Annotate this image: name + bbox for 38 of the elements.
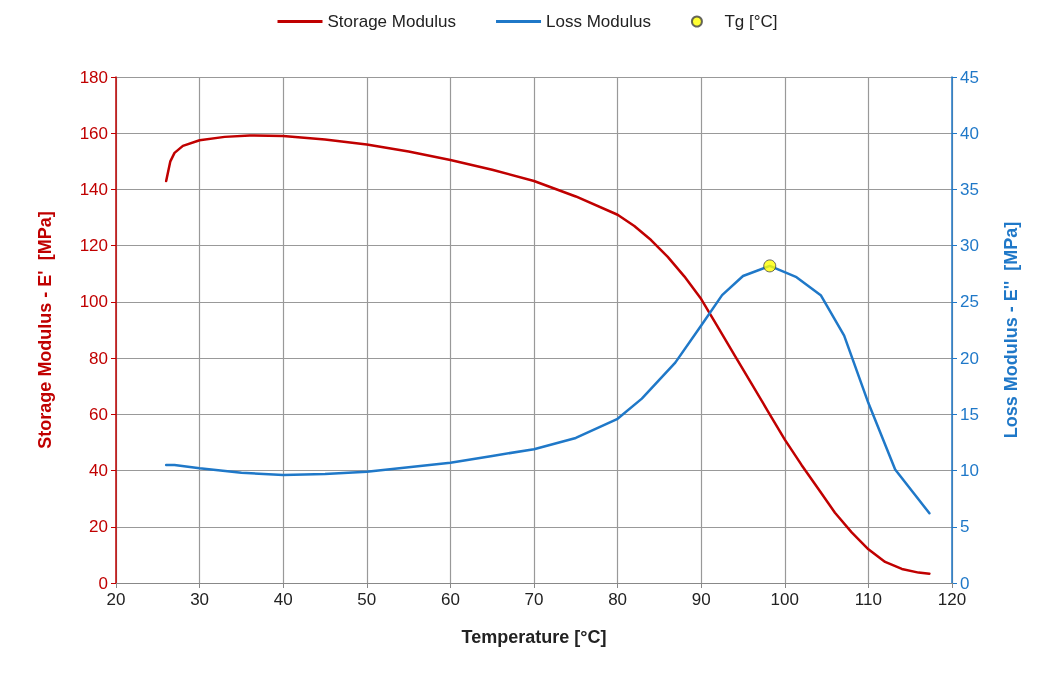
y-tick-label: 0: [98, 573, 108, 593]
x-tick-label: 100: [770, 590, 799, 609]
y2-tick-label: 10: [960, 461, 979, 481]
x-tick-label: 30: [190, 590, 210, 609]
y2-tick-label: 5: [960, 517, 970, 537]
x-tick-label: 70: [524, 590, 544, 609]
y2-axis-title: Loss Modulus - E'' [MPa]: [1001, 221, 1021, 439]
y2-tick-label: 20: [960, 348, 979, 368]
y2-tick-label: 35: [960, 179, 979, 199]
y2-tick-label: 15: [960, 404, 979, 424]
y2-tick-label: 40: [960, 123, 979, 143]
x-tick-label: 20: [106, 590, 126, 609]
x-tick-label: 90: [691, 590, 711, 609]
legend-label: Tg [°C]: [724, 12, 778, 31]
y-tick-label: 80: [89, 348, 108, 368]
y-tick-label: 140: [79, 179, 108, 199]
x-tick-label: 80: [608, 590, 628, 609]
x-tick-label: 40: [273, 590, 293, 609]
y-tick-label: 160: [79, 123, 108, 143]
y-axis-title: Storage Modulus - E' [MPa]: [35, 211, 55, 449]
y-tick-label: 60: [89, 404, 108, 424]
y-tick-label: 100: [79, 292, 108, 312]
y2-tick-label: 25: [960, 292, 979, 312]
x-axis-title: Temperature [°C]: [461, 627, 607, 647]
y-tick-label: 40: [89, 461, 108, 481]
x-tick-label: 50: [357, 590, 377, 609]
y-tick-label: 20: [89, 517, 108, 537]
y-tick-label: 120: [79, 236, 108, 256]
y-tick-label: 180: [79, 67, 108, 87]
x-tick-label: 120: [937, 590, 967, 609]
x-tick-label: 60: [440, 590, 460, 609]
legend-label: Storage Modulus: [327, 12, 457, 31]
y2-tick-label: 45: [960, 67, 979, 87]
y2-tick-label: 30: [960, 236, 979, 256]
line-series: [164, 134, 931, 575]
x-tick-label: 110: [854, 590, 882, 609]
y2-tick-label: 0: [960, 573, 970, 593]
legend-label: Loss Modulus: [546, 12, 651, 31]
